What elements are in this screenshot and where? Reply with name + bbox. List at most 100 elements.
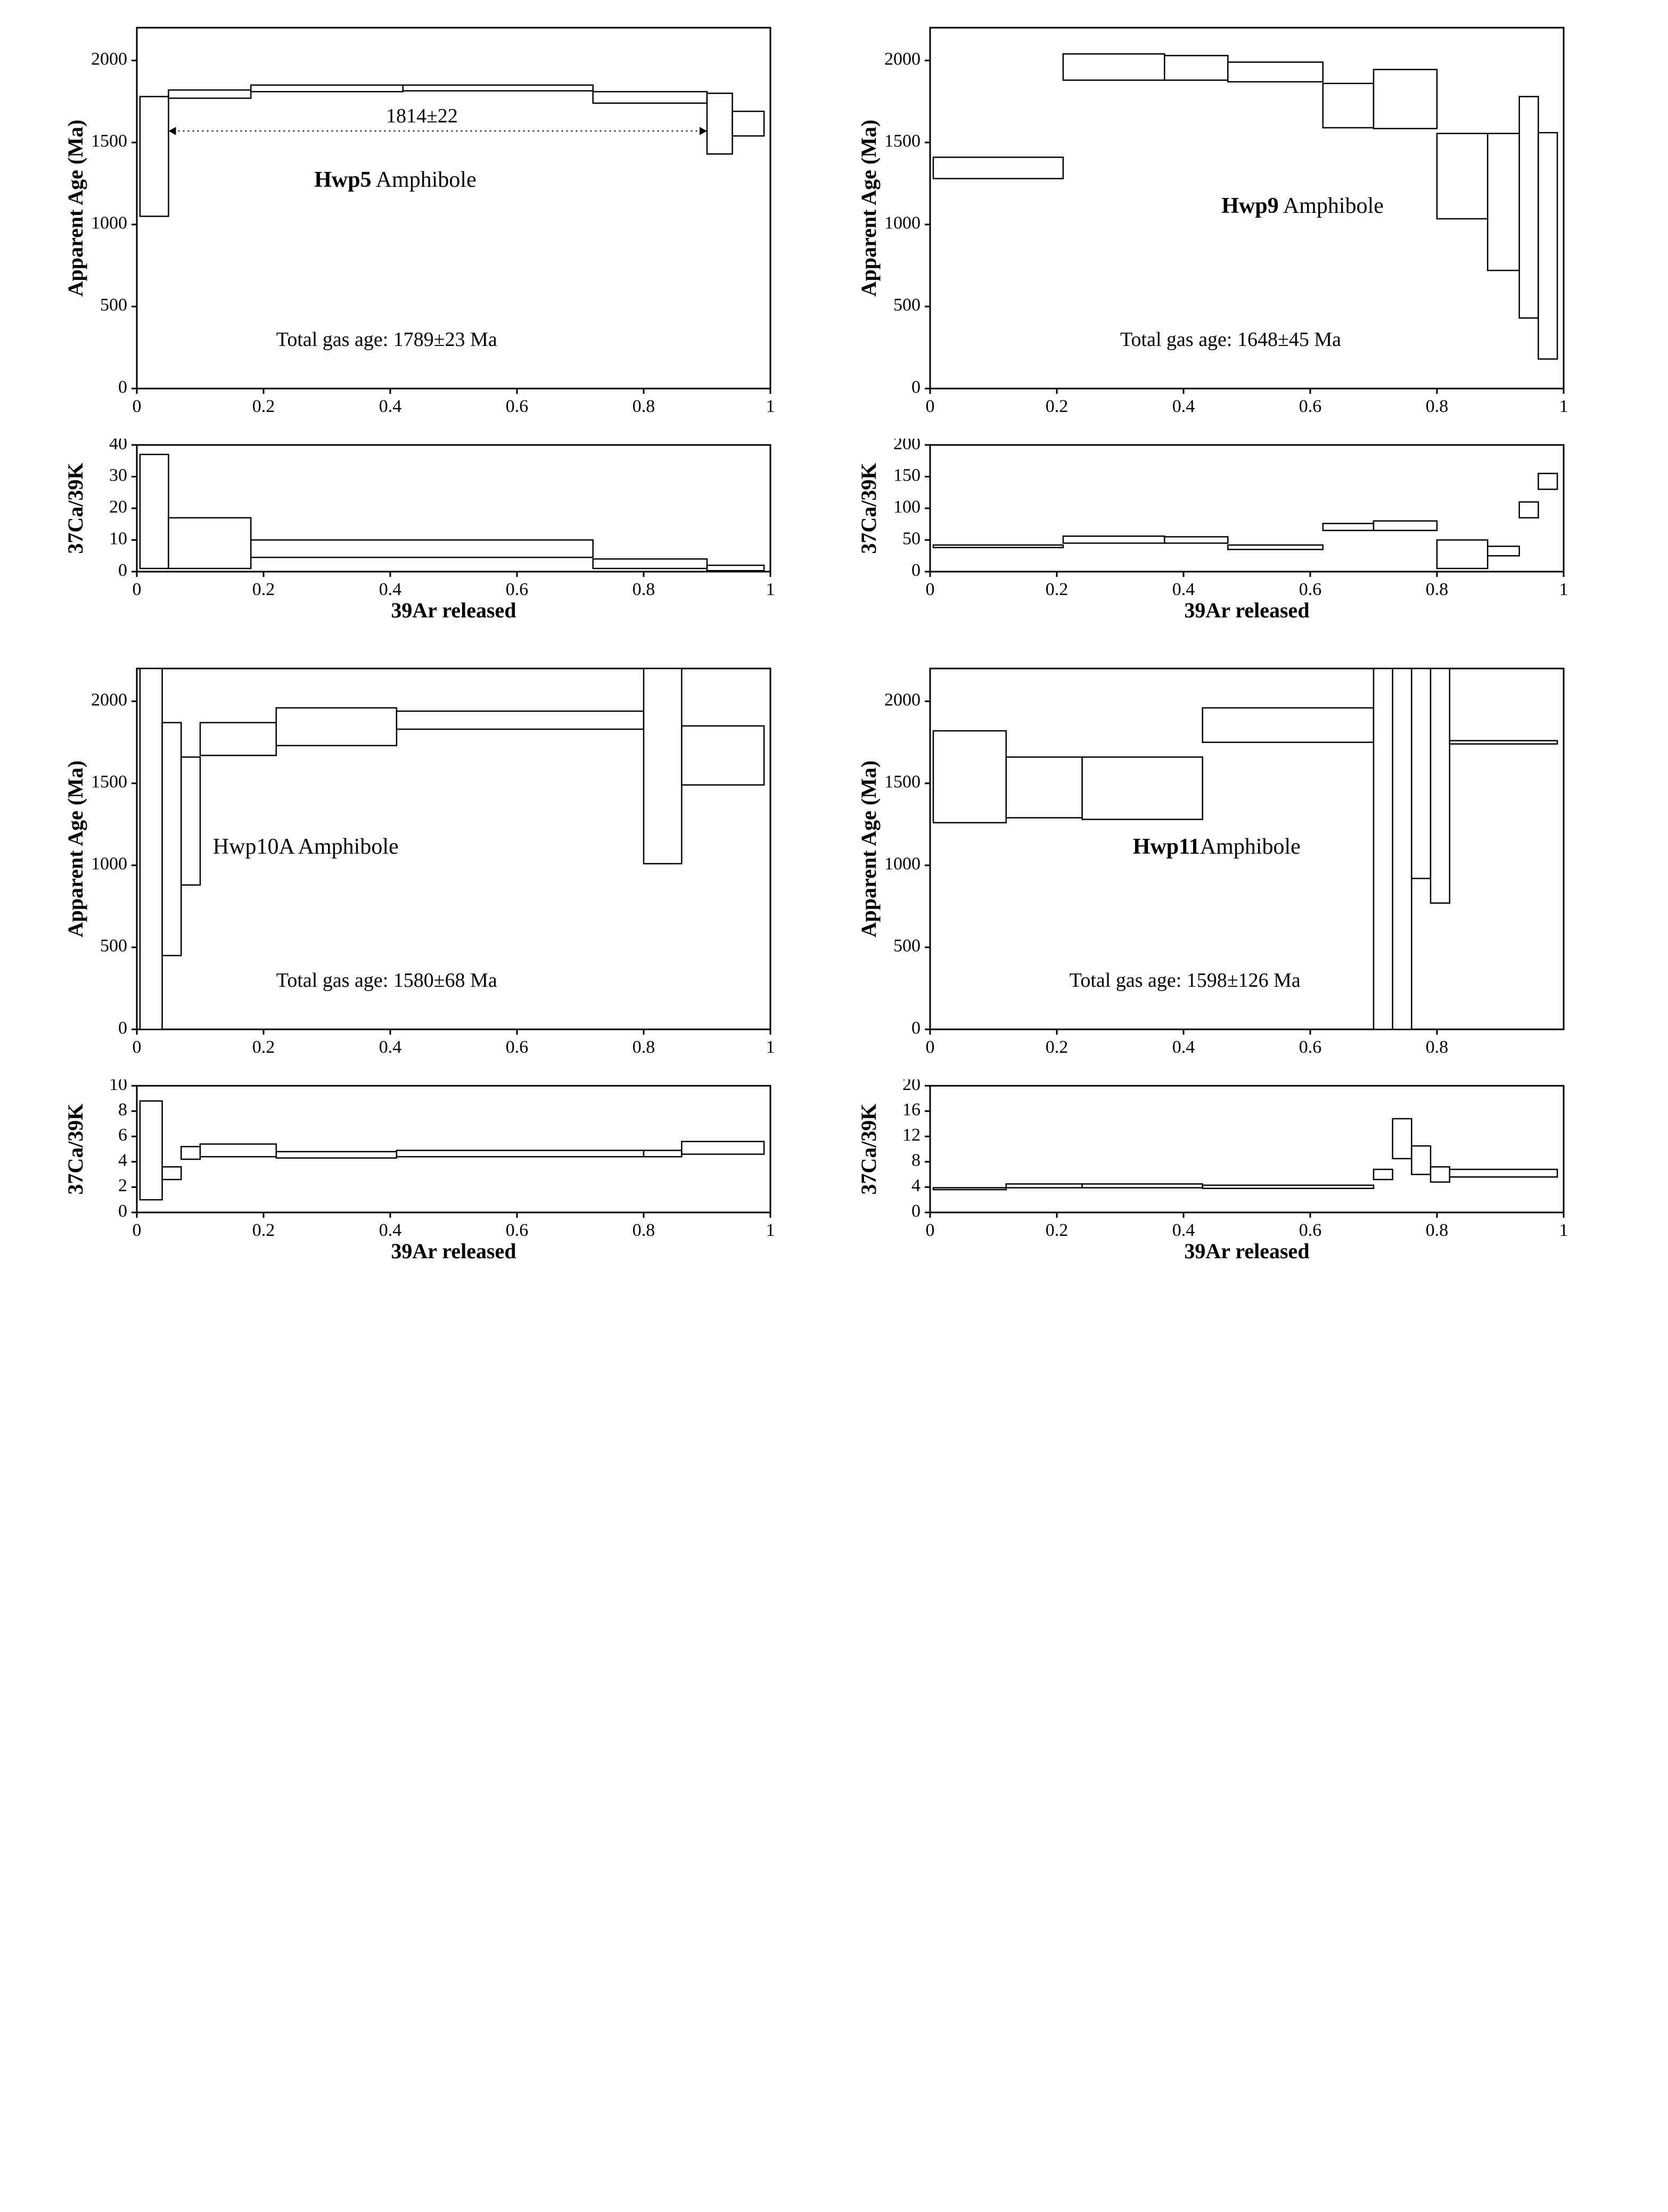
svg-text:0.8: 0.8 xyxy=(1425,1037,1448,1057)
svg-text:0.6: 0.6 xyxy=(1299,397,1321,416)
svg-text:1500: 1500 xyxy=(91,772,127,792)
svg-text:500: 500 xyxy=(893,936,921,956)
svg-text:0: 0 xyxy=(925,1037,934,1057)
svg-text:1500: 1500 xyxy=(91,131,127,151)
svg-text:0.6: 0.6 xyxy=(505,397,528,416)
svg-text:0.6: 0.6 xyxy=(505,1220,528,1240)
panel-3: 050010001500200000.20.40.60.8Apparent Ag… xyxy=(856,662,1606,1271)
svg-text:50: 50 xyxy=(902,529,921,548)
svg-text:0.2: 0.2 xyxy=(252,397,275,416)
svg-text:1000: 1000 xyxy=(884,854,921,874)
total-gas-age-label: Total gas age: 1598±126 Ma xyxy=(1069,969,1300,992)
age-spectrum-chart: 050010001500200000.20.40.60.81Apparent A… xyxy=(62,662,781,1067)
ca-k-ratio-chart: 05010015020000.20.40.60.8137Ca/39K39Ar r… xyxy=(856,439,1574,630)
svg-text:0.4: 0.4 xyxy=(379,397,401,416)
svg-text:0.4: 0.4 xyxy=(1172,397,1195,416)
svg-text:0: 0 xyxy=(911,1018,921,1038)
svg-text:16: 16 xyxy=(902,1100,921,1119)
svg-text:2000: 2000 xyxy=(884,690,921,709)
ca-k-ratio-chart: 024681000.20.40.60.8137Ca/39K39Ar releas… xyxy=(62,1079,781,1271)
sample-label: Hwp11Amphibole xyxy=(1132,835,1300,859)
panel-2: 050010001500200000.20.40.60.81Apparent A… xyxy=(62,662,813,1271)
svg-text:0.8: 0.8 xyxy=(1425,1220,1448,1240)
y-axis-label: 37Ca/39K xyxy=(857,1103,881,1194)
svg-text:0.2: 0.2 xyxy=(1045,397,1068,416)
svg-text:0.8: 0.8 xyxy=(632,580,655,599)
svg-text:20: 20 xyxy=(902,1079,921,1094)
svg-text:0.4: 0.4 xyxy=(1172,1220,1195,1240)
svg-text:0.4: 0.4 xyxy=(1172,580,1195,599)
svg-text:0: 0 xyxy=(132,397,141,416)
x-axis-label: 39Ar released xyxy=(1184,1239,1309,1263)
x-axis-label: 39Ar released xyxy=(1184,598,1309,622)
svg-text:0: 0 xyxy=(118,560,127,580)
panel-0: 050010001500200000.20.40.60.81Apparent A… xyxy=(62,21,813,630)
y-axis-label: 37Ca/39K xyxy=(63,1103,87,1194)
svg-text:6: 6 xyxy=(118,1125,127,1145)
svg-text:0: 0 xyxy=(925,397,934,416)
svg-text:0.2: 0.2 xyxy=(1045,1220,1068,1240)
svg-text:100: 100 xyxy=(893,497,921,517)
svg-text:1000: 1000 xyxy=(91,854,127,874)
svg-text:0.2: 0.2 xyxy=(252,580,275,599)
svg-text:0.6: 0.6 xyxy=(505,1037,528,1057)
svg-text:8: 8 xyxy=(118,1100,127,1119)
svg-text:1000: 1000 xyxy=(884,213,921,233)
svg-text:0.8: 0.8 xyxy=(1425,580,1448,599)
total-gas-age-label: Total gas age: 1580±68 Ma xyxy=(276,969,497,992)
sample-label: Hwp5 Amphibole xyxy=(314,168,476,192)
svg-text:0: 0 xyxy=(911,1201,921,1221)
svg-text:0.2: 0.2 xyxy=(252,1037,275,1057)
svg-text:0: 0 xyxy=(118,1018,127,1038)
svg-text:10: 10 xyxy=(109,529,127,548)
svg-text:1500: 1500 xyxy=(884,772,921,792)
svg-text:500: 500 xyxy=(893,295,921,315)
svg-text:0.6: 0.6 xyxy=(1299,1037,1321,1057)
svg-text:0: 0 xyxy=(925,1220,934,1240)
svg-text:4: 4 xyxy=(118,1151,127,1170)
svg-text:0: 0 xyxy=(132,580,141,599)
y-axis-label: Apparent Age (Ma) xyxy=(857,761,881,938)
svg-text:500: 500 xyxy=(100,936,127,956)
svg-text:0: 0 xyxy=(925,580,934,599)
svg-text:12: 12 xyxy=(902,1125,921,1145)
panel-1: 050010001500200000.20.40.60.81Apparent A… xyxy=(856,21,1606,630)
svg-text:10: 10 xyxy=(109,1079,127,1094)
svg-text:0.4: 0.4 xyxy=(379,1037,401,1057)
svg-text:0.6: 0.6 xyxy=(1299,1220,1321,1240)
svg-text:0: 0 xyxy=(118,377,127,397)
svg-text:1: 1 xyxy=(1559,1220,1568,1240)
svg-text:0: 0 xyxy=(911,377,921,397)
age-spectrum-chart: 050010001500200000.20.40.60.81Apparent A… xyxy=(62,21,781,426)
y-axis-label: Apparent Age (Ma) xyxy=(63,761,87,938)
svg-text:1: 1 xyxy=(766,1220,775,1240)
svg-text:4: 4 xyxy=(911,1176,921,1195)
svg-text:0.8: 0.8 xyxy=(632,1220,655,1240)
svg-text:1: 1 xyxy=(1559,580,1568,599)
x-axis-label: 39Ar released xyxy=(391,598,516,622)
y-axis-label: Apparent Age (Ma) xyxy=(63,120,87,297)
svg-text:2000: 2000 xyxy=(884,49,921,69)
svg-text:0: 0 xyxy=(132,1037,141,1057)
svg-text:1: 1 xyxy=(766,580,775,599)
svg-text:150: 150 xyxy=(893,465,921,485)
svg-text:0.4: 0.4 xyxy=(379,580,401,599)
svg-text:0.4: 0.4 xyxy=(1172,1037,1195,1057)
total-gas-age-label: Total gas age: 1648±45 Ma xyxy=(1120,328,1341,351)
svg-text:0.6: 0.6 xyxy=(1299,580,1321,599)
svg-text:2000: 2000 xyxy=(91,49,127,69)
svg-text:200: 200 xyxy=(893,439,921,453)
sample-label: Hwp9 Amphibole xyxy=(1221,194,1384,218)
svg-text:1: 1 xyxy=(766,397,775,416)
sample-label: Hwp10A Amphibole xyxy=(212,835,398,859)
y-axis-label: 37Ca/39K xyxy=(63,463,87,554)
age-spectrum-chart: 0 500 1000 1500 2000 0 0.2 0.4 0.6 0.8 Apparent Ag… xyxy=(856,662,1574,1067)
svg-text:20: 20 xyxy=(109,497,127,517)
svg-text:0: 0 xyxy=(911,560,921,580)
y-axis-label: 37Ca/39K xyxy=(857,463,881,554)
svg-text:0.6: 0.6 xyxy=(505,580,528,599)
svg-text:0.2: 0.2 xyxy=(1045,1037,1068,1057)
svg-text:0.8: 0.8 xyxy=(632,1037,655,1057)
svg-text:30: 30 xyxy=(109,465,127,485)
age-spectrum-chart: 050010001500200000.20.40.60.81Apparent A… xyxy=(856,21,1574,426)
